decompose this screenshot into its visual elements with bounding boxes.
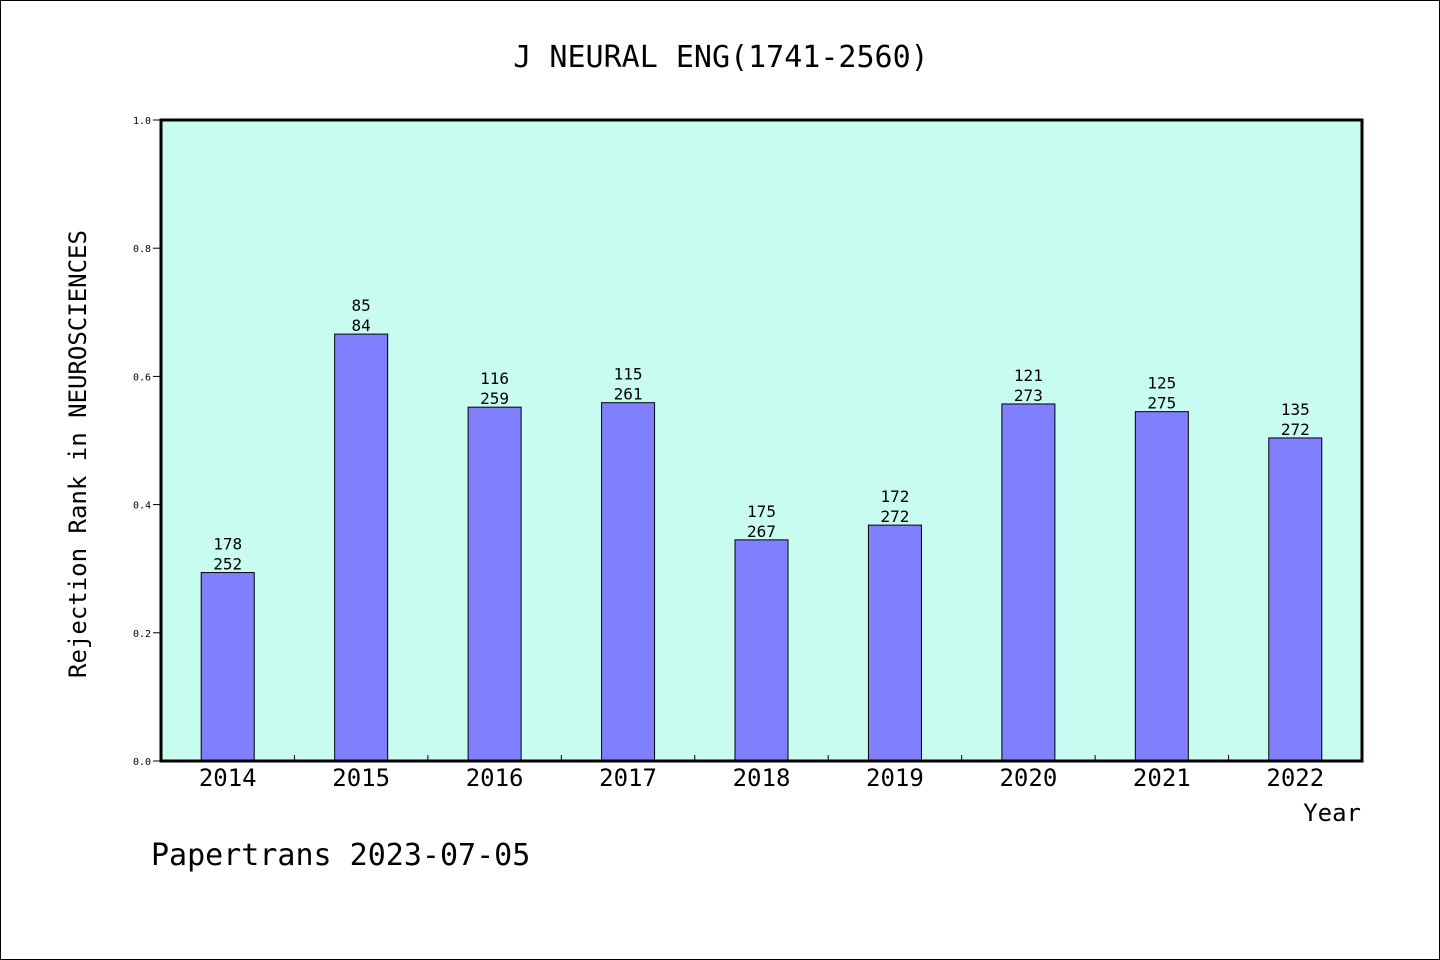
bar-2022 <box>1268 437 1323 762</box>
bar-label-bottom: 261 <box>614 385 643 404</box>
bar-label-top: 175 <box>747 502 776 521</box>
x-tick-label: 2014 <box>199 764 257 792</box>
bar-label-top: 125 <box>1147 374 1176 393</box>
y-tick-label: 0.2 <box>133 629 151 640</box>
x-tick-label: 2018 <box>733 764 791 792</box>
bar-label-top: 85 <box>352 296 371 315</box>
bar-label-top: 121 <box>1014 366 1043 385</box>
bar-label-top: 172 <box>880 487 909 506</box>
bar-label-bottom: 252 <box>213 555 242 574</box>
bar-2016 <box>467 406 522 762</box>
x-tick-label: 2016 <box>466 764 524 792</box>
y-tick-label: 0.6 <box>133 372 151 383</box>
bar-2020 <box>1001 403 1056 762</box>
y-tick-label: 0.0 <box>133 757 151 768</box>
bar-label-bottom: 84 <box>352 316 371 335</box>
bar-2019 <box>867 524 922 762</box>
y-tick-label: 0.8 <box>133 244 151 255</box>
chart-title: J NEURAL ENG(1741-2560) <box>513 40 928 75</box>
bar-2015 <box>334 333 389 762</box>
y-tick-label: 0.4 <box>133 501 151 512</box>
bar-2018 <box>734 539 789 762</box>
bar-label-bottom: 259 <box>480 389 509 408</box>
x-tick-label: 2017 <box>599 764 657 792</box>
y-axis-label: Rejection Rank in NEUROSCIENCES <box>64 230 92 678</box>
x-tick-label: 2021 <box>1133 764 1191 792</box>
bar-label-top: 135 <box>1281 400 1310 419</box>
bar-label-bottom: 275 <box>1147 394 1176 413</box>
bar-label-top: 115 <box>614 365 643 384</box>
bar-2014 <box>200 572 255 762</box>
bar-label-top: 178 <box>213 535 242 554</box>
x-tick-label: 2020 <box>999 764 1057 792</box>
bar-label-bottom: 272 <box>880 507 909 526</box>
x-tick-label: 2019 <box>866 764 924 792</box>
x-tick-label: 2022 <box>1266 764 1324 792</box>
bar-2021 <box>1134 411 1189 762</box>
bar-2017 <box>601 402 656 762</box>
bar-label-bottom: 267 <box>747 522 776 541</box>
bar-label-bottom: 273 <box>1014 386 1043 405</box>
y-tick-label: 1.0 <box>133 116 151 127</box>
bar-label-top: 116 <box>480 369 509 388</box>
plot-border <box>159 118 1364 763</box>
footer-text: Papertrans 2023-07-05 <box>151 838 530 873</box>
x-axis-label: Year <box>1303 799 1361 827</box>
x-tick-label: 2015 <box>332 764 390 792</box>
bar-label-bottom: 272 <box>1281 420 1310 439</box>
